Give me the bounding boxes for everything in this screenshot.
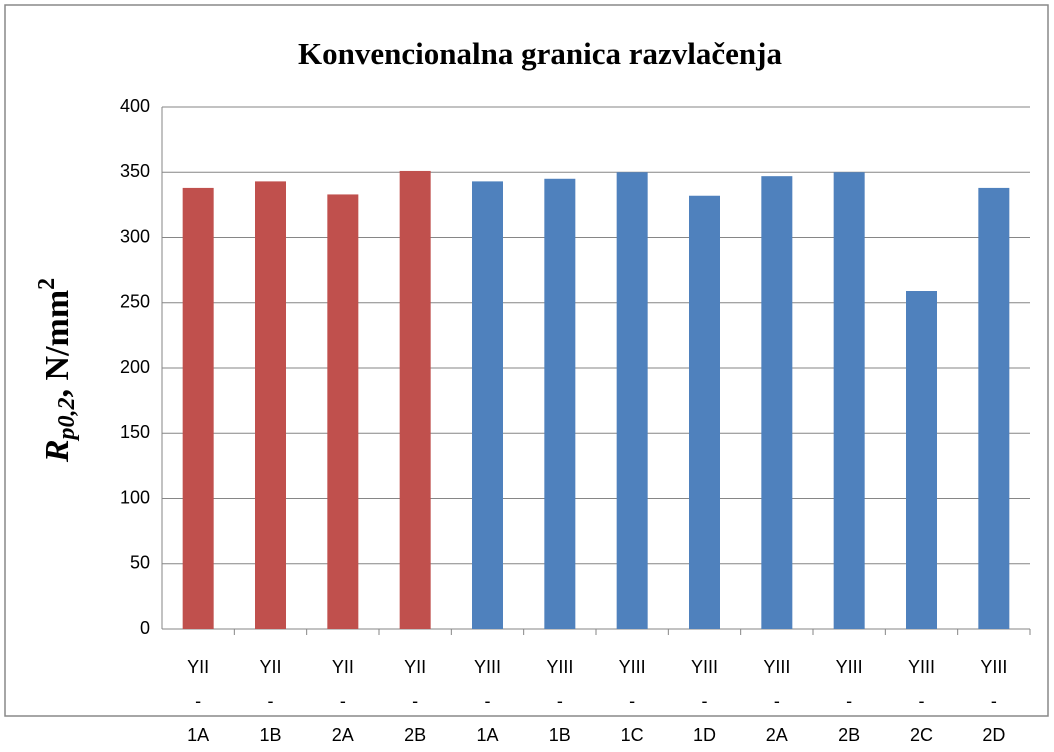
bar xyxy=(761,176,793,630)
bar xyxy=(689,195,720,630)
bar xyxy=(472,181,503,629)
bar xyxy=(544,178,576,629)
y-label-superscript: 2 xyxy=(34,278,60,290)
page: Konvencionalna granica razvlačenja Rp0,2… xyxy=(4,4,1049,745)
bar xyxy=(255,181,286,629)
y-tick-label: 200 xyxy=(120,357,150,377)
x-tick-label: YIII - 1C xyxy=(618,657,646,745)
bar xyxy=(906,291,937,629)
x-tick-label: YIII - 1B xyxy=(546,657,574,745)
x-tick-label: YIII - 2A xyxy=(763,657,791,745)
x-tick-label: YII - 2B xyxy=(404,657,427,745)
y-label-symbol: R xyxy=(39,439,76,463)
y-tick-label: 50 xyxy=(130,553,150,573)
bar xyxy=(616,172,648,629)
y-tick-label: 250 xyxy=(120,292,150,312)
x-tick-label: YIII - 2C xyxy=(907,657,935,745)
bar xyxy=(833,172,865,629)
y-label-subscript: p0,2 xyxy=(54,397,80,441)
chart-title: Konvencionalna granica razvlačenja xyxy=(298,36,782,71)
y-tick-label: 0 xyxy=(140,618,150,638)
y-tick-label: 150 xyxy=(120,422,150,442)
x-tick-label: YIII - 2D xyxy=(980,657,1008,745)
x-tick-label: YII - 1B xyxy=(259,657,282,745)
y-label-text: , N/mm xyxy=(39,290,76,398)
bar xyxy=(399,170,431,629)
x-tick-label: YIII - 2B xyxy=(835,657,863,745)
y-tick-label: 400 xyxy=(120,96,150,116)
x-tick-label: YIII - 1D xyxy=(690,657,718,745)
x-tick-label: YII - 1A xyxy=(187,657,210,745)
x-tick-label: YIII - 1A xyxy=(473,657,501,745)
y-tick-label: 350 xyxy=(120,161,150,181)
bar xyxy=(327,194,359,629)
chart: Konvencionalna granica razvlačenja Rp0,2… xyxy=(4,4,1049,717)
bar xyxy=(182,187,214,629)
y-tick-label: 300 xyxy=(120,226,150,246)
y-axis-label: Rp0,2, N/mm2 xyxy=(34,278,80,463)
y-tick-label: 100 xyxy=(120,487,150,507)
bar xyxy=(978,187,1010,629)
chart-frame xyxy=(4,4,1049,717)
x-tick-label: YII - 2A xyxy=(331,657,354,745)
